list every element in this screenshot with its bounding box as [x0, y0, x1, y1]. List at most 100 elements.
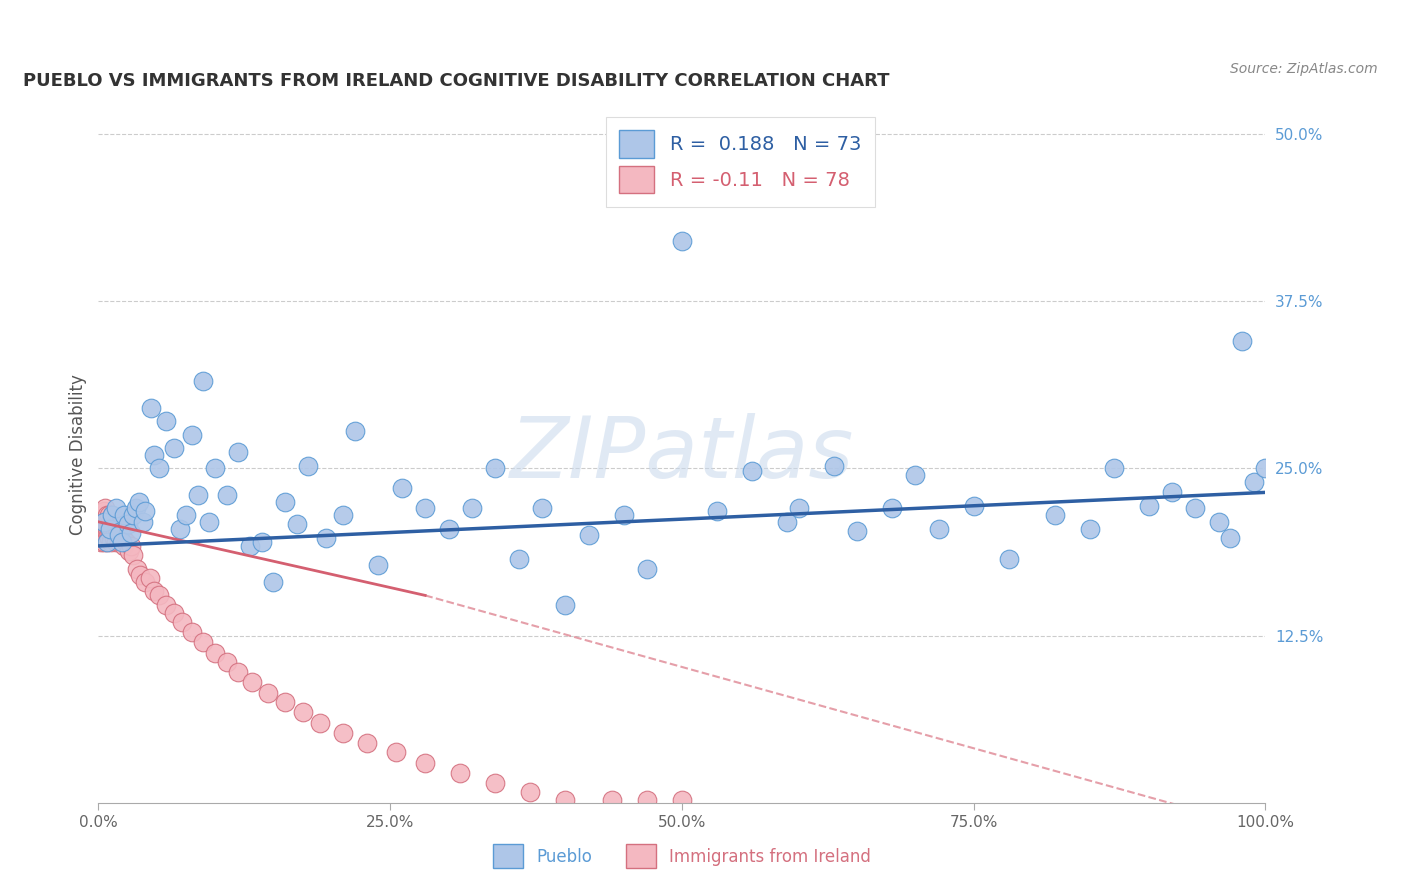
Point	[285, 517, 308, 532]
Point	[367, 558, 389, 572]
Point	[315, 531, 337, 545]
Point	[163, 606, 186, 620]
Point	[928, 521, 950, 535]
Point	[519, 785, 541, 799]
Point	[880, 501, 903, 516]
Point	[578, 528, 600, 542]
Point	[122, 548, 145, 563]
Point	[215, 488, 238, 502]
Point	[1102, 461, 1125, 475]
Point	[108, 528, 131, 542]
Point	[101, 508, 124, 523]
Point	[96, 534, 118, 549]
Point	[193, 635, 215, 649]
Point	[111, 531, 134, 545]
Point	[90, 508, 112, 523]
Point	[93, 515, 115, 529]
Point	[96, 508, 118, 523]
Point	[1254, 461, 1277, 475]
Point	[125, 562, 148, 576]
Point	[90, 521, 112, 535]
Point	[385, 745, 408, 759]
Point	[198, 515, 221, 529]
Point	[163, 442, 186, 455]
Point	[484, 461, 506, 475]
Point	[143, 584, 166, 599]
Point	[98, 515, 121, 529]
Point	[90, 531, 112, 545]
Point	[118, 544, 141, 558]
Point	[117, 517, 139, 532]
Point	[111, 534, 134, 549]
Point	[148, 461, 170, 475]
Text: Source: ZipAtlas.com: Source: ZipAtlas.com	[1230, 62, 1378, 77]
Point	[242, 675, 264, 690]
Point	[104, 534, 127, 549]
Point	[96, 534, 118, 549]
Point	[155, 414, 177, 429]
Point	[129, 568, 152, 582]
Point	[228, 445, 250, 459]
Point	[105, 521, 128, 535]
Point	[172, 615, 194, 630]
Point	[93, 528, 115, 542]
Point	[671, 234, 693, 248]
Point	[134, 575, 156, 590]
Point	[90, 534, 112, 549]
Point	[671, 793, 693, 807]
Point	[122, 508, 145, 523]
Point	[344, 424, 367, 438]
Point	[111, 515, 134, 529]
Point	[741, 464, 763, 478]
Point	[125, 501, 148, 516]
Point	[180, 624, 202, 639]
Point	[776, 515, 799, 529]
Point	[100, 534, 122, 549]
Point	[309, 715, 332, 730]
Point	[904, 467, 927, 482]
Point	[449, 766, 471, 780]
Point	[413, 756, 436, 770]
Point	[250, 534, 273, 549]
Point	[613, 508, 636, 523]
Point	[107, 528, 129, 542]
Point	[846, 524, 869, 538]
Point	[91, 512, 114, 526]
Point	[93, 504, 115, 518]
Point	[274, 494, 297, 508]
Point	[1184, 501, 1206, 516]
Point	[101, 508, 124, 523]
Point	[174, 508, 197, 523]
Point	[148, 589, 170, 603]
Point	[96, 517, 118, 532]
Point	[110, 521, 132, 535]
Point	[155, 598, 177, 612]
Point	[97, 521, 120, 535]
Point	[93, 534, 115, 549]
Point	[1137, 499, 1160, 513]
Point	[1045, 508, 1067, 523]
Point	[101, 521, 124, 535]
Point	[297, 458, 319, 473]
Point	[193, 375, 215, 389]
Point	[554, 793, 576, 807]
Text: PUEBLO VS IMMIGRANTS FROM IRELAND COGNITIVE DISABILITY CORRELATION CHART: PUEBLO VS IMMIGRANTS FROM IRELAND COGNIT…	[22, 72, 889, 90]
Point	[89, 528, 111, 542]
Point	[94, 515, 117, 529]
Point	[1243, 475, 1265, 489]
Point	[461, 501, 484, 516]
Point	[187, 488, 209, 502]
Point	[94, 501, 117, 516]
Point	[143, 448, 166, 462]
Point	[437, 521, 460, 535]
Point	[1161, 485, 1184, 500]
Point	[204, 461, 226, 475]
Point	[115, 534, 138, 549]
Point	[104, 525, 127, 540]
Point	[239, 539, 262, 553]
Point	[332, 726, 354, 740]
Point	[204, 646, 226, 660]
Point	[706, 504, 728, 518]
Point	[97, 517, 120, 532]
Point	[100, 517, 122, 532]
